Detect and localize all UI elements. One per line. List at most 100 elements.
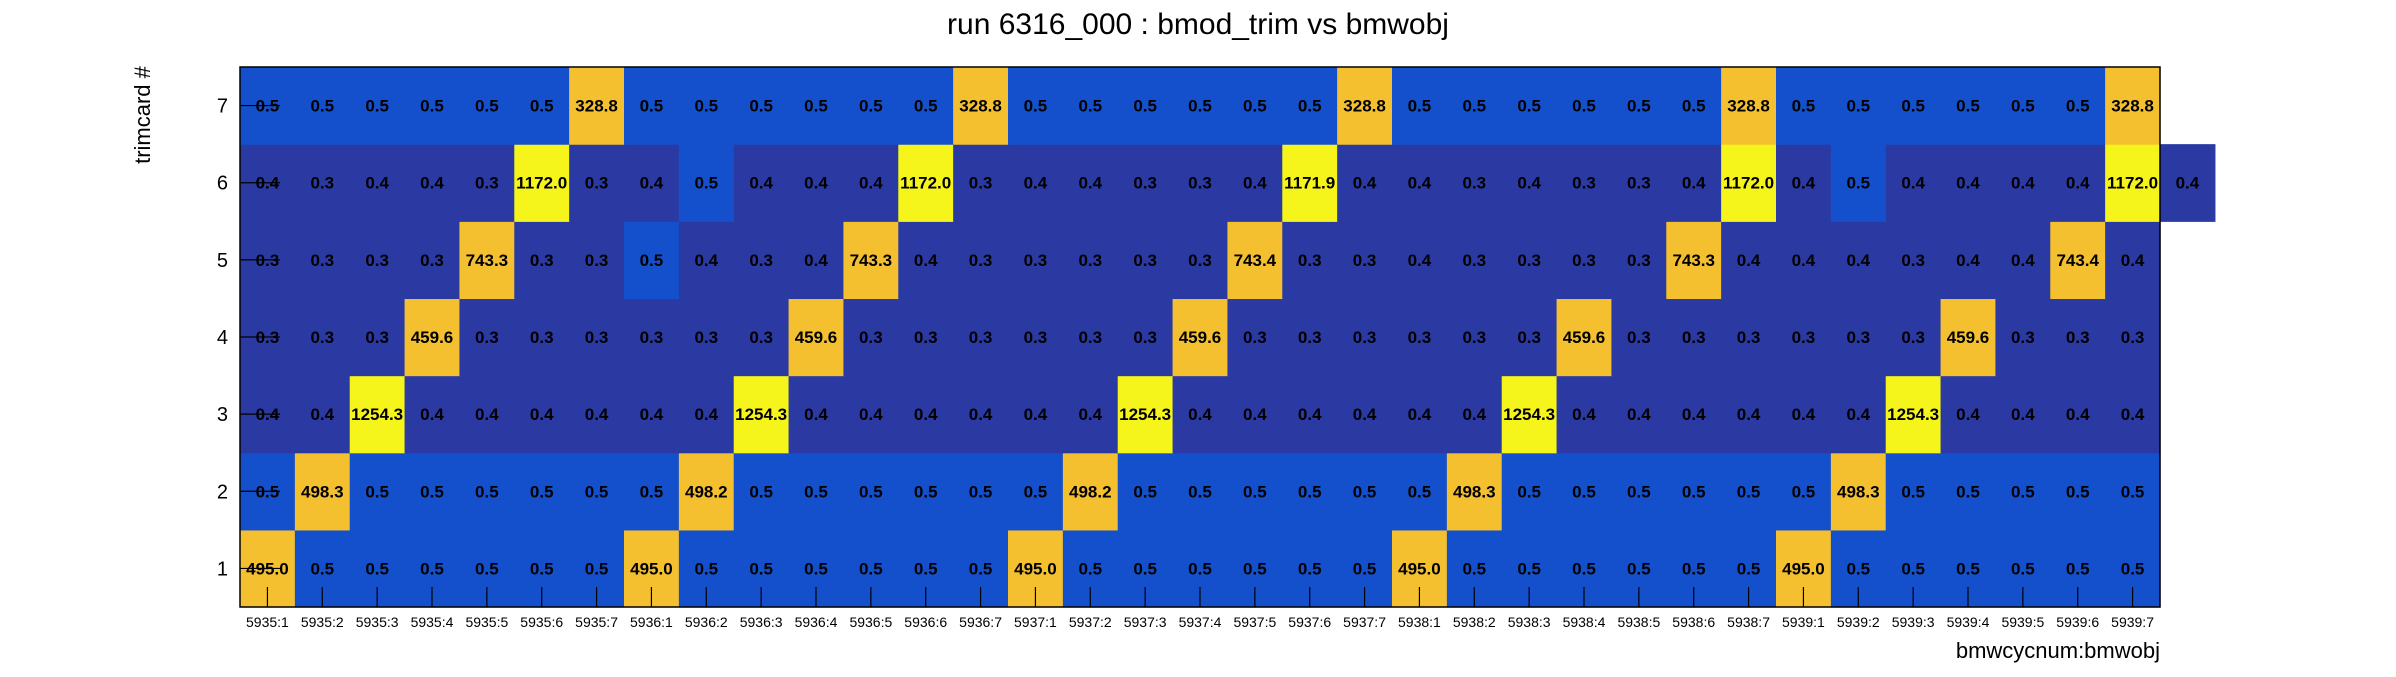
cell-value-label: 0.4	[804, 405, 828, 424]
cell-value-label: 0.4	[1901, 174, 1925, 193]
heatmap-cell	[2105, 221, 2161, 300]
cell-value-label: 0.4	[2011, 405, 2035, 424]
heatmap-cell	[1501, 452, 1558, 531]
heatmap-cell	[1392, 375, 1448, 454]
heatmap-cell	[1337, 375, 1393, 454]
cell-value-label: 0.5	[1846, 97, 1870, 116]
heatmap-cell	[1666, 144, 1722, 222]
heatmap-cell	[294, 452, 351, 531]
heatmap-cell	[733, 298, 790, 377]
heatmap-cell	[1556, 298, 1613, 377]
heatmap-cell	[294, 375, 351, 454]
cell-value-label: 0.3	[1078, 328, 1102, 347]
heatmap-cell	[1940, 221, 1997, 300]
heatmap-cell	[1172, 375, 1229, 454]
cell-value-label: 0.5	[2066, 559, 2090, 578]
cell-value-label: 0.4	[1792, 405, 1816, 424]
cell-value-label: 328.8	[575, 97, 618, 116]
heatmap-cell	[1721, 144, 1777, 222]
cell-value-label: 495.0	[1014, 559, 1057, 578]
heatmap-cell	[569, 144, 625, 222]
cell-value-label: 0.3	[1243, 328, 1267, 347]
heatmap-cell	[1227, 375, 1283, 454]
heatmap-cell	[1117, 298, 1174, 377]
heatmap-cell	[459, 144, 515, 222]
heatmap-cell	[1062, 221, 1119, 300]
heatmap-cell	[1556, 221, 1613, 300]
cell-value-label: 0.5	[1133, 559, 1157, 578]
cell-value-label: 0.5	[530, 97, 554, 116]
x-tick-label: 5935:2	[301, 614, 344, 630]
cell-value-label: 0.4	[530, 405, 554, 424]
heatmap-cell	[1556, 67, 1613, 145]
cell-value-label: 0.5	[640, 251, 664, 270]
cell-value-label: 0.5	[2121, 559, 2145, 578]
cell-value-label: 0.3	[1682, 328, 1706, 347]
heatmap-cell	[1337, 452, 1393, 531]
x-tick-label: 5937:7	[1343, 614, 1386, 630]
cell-value-label: 0.4	[1572, 405, 1596, 424]
cell-value-label: 0.5	[1627, 97, 1651, 116]
x-tick-label: 5937:1	[1014, 614, 1057, 630]
cell-value-label: 0.4	[2011, 251, 2035, 270]
cell-value-label: 0.5	[694, 174, 718, 193]
cell-value-label: 0.3	[914, 328, 938, 347]
cell-value-label: 0.4	[694, 251, 718, 270]
heatmap-cell	[2050, 144, 2106, 222]
cell-value-label: 743.3	[850, 251, 893, 270]
heatmap-cell	[1556, 144, 1613, 222]
cell-value-label: 0.5	[2066, 97, 2090, 116]
heatmap-cell-labels: 495.0 0.5 0.5 0.5 0.5 0.5 0.5 495.0 0.5 0.5 0.5 0.5…	[246, 97, 2200, 579]
heatmap-cell	[788, 67, 845, 145]
heatmap-cell	[1282, 144, 1338, 222]
cell-value-label: 0.3	[1298, 251, 1322, 270]
heatmap-cell	[1885, 375, 1942, 454]
heatmap-cell	[898, 452, 954, 531]
heatmap-cell	[1227, 298, 1283, 377]
cell-value-label: 0.3	[1901, 328, 1925, 347]
cell-value-label: 0.3	[1517, 251, 1541, 270]
heatmap-cell	[404, 452, 461, 531]
x-tick-label: 5936:7	[959, 614, 1002, 630]
cell-value-label: 0.3	[1572, 251, 1596, 270]
heatmap-cell	[1117, 452, 1174, 531]
cell-value-label: 0.3	[1408, 328, 1432, 347]
y-axis: 1 2 3 4 5 6 7	[217, 96, 280, 580]
heatmap-cell	[1337, 67, 1393, 145]
heatmap-cell	[678, 67, 735, 145]
heatmap-cell	[459, 221, 515, 300]
cell-value-label: 0.4	[1956, 251, 1980, 270]
heatmap-cell	[1995, 452, 2051, 531]
x-axis-title: bmwcycnum:bmwobj	[1956, 638, 2160, 663]
heatmap-cell	[2050, 221, 2106, 300]
cell-value-label: 0.5	[1078, 559, 1102, 578]
cell-value-label: 0.3	[2066, 328, 2090, 347]
x-tick-label: 5939:3	[1892, 614, 1935, 630]
heatmap-cell	[1062, 144, 1119, 222]
heatmap-cell	[1227, 452, 1283, 531]
cell-value-label: 0.5	[749, 482, 773, 501]
heatmap-cell	[1282, 298, 1338, 377]
x-tick-label: 5937:4	[1179, 614, 1222, 630]
heatmap-cell	[1666, 67, 1722, 145]
cell-value-label: 0.5	[804, 559, 828, 578]
cell-value-label: 0.5	[1078, 97, 1102, 116]
heatmap-cell	[349, 221, 406, 300]
cell-value-label: 0.4	[969, 405, 993, 424]
cell-value-label: 498.3	[301, 482, 344, 501]
cell-value-label: 0.5	[1408, 97, 1432, 116]
heatmap-cell	[788, 144, 845, 222]
heatmap-cell	[953, 144, 1009, 222]
heatmap-cell	[624, 67, 680, 145]
cell-value-label: 0.5	[694, 97, 718, 116]
heatmap-cell	[569, 375, 625, 454]
heatmap-cell	[1501, 67, 1558, 145]
heatmap-cell	[404, 298, 461, 377]
heatmap-cell	[1721, 221, 1777, 300]
x-tick-label: 5936:1	[630, 614, 673, 630]
x-tick-label: 5935:6	[520, 614, 563, 630]
heatmap-cell	[1227, 221, 1283, 300]
heatmap-cell	[1666, 375, 1722, 454]
